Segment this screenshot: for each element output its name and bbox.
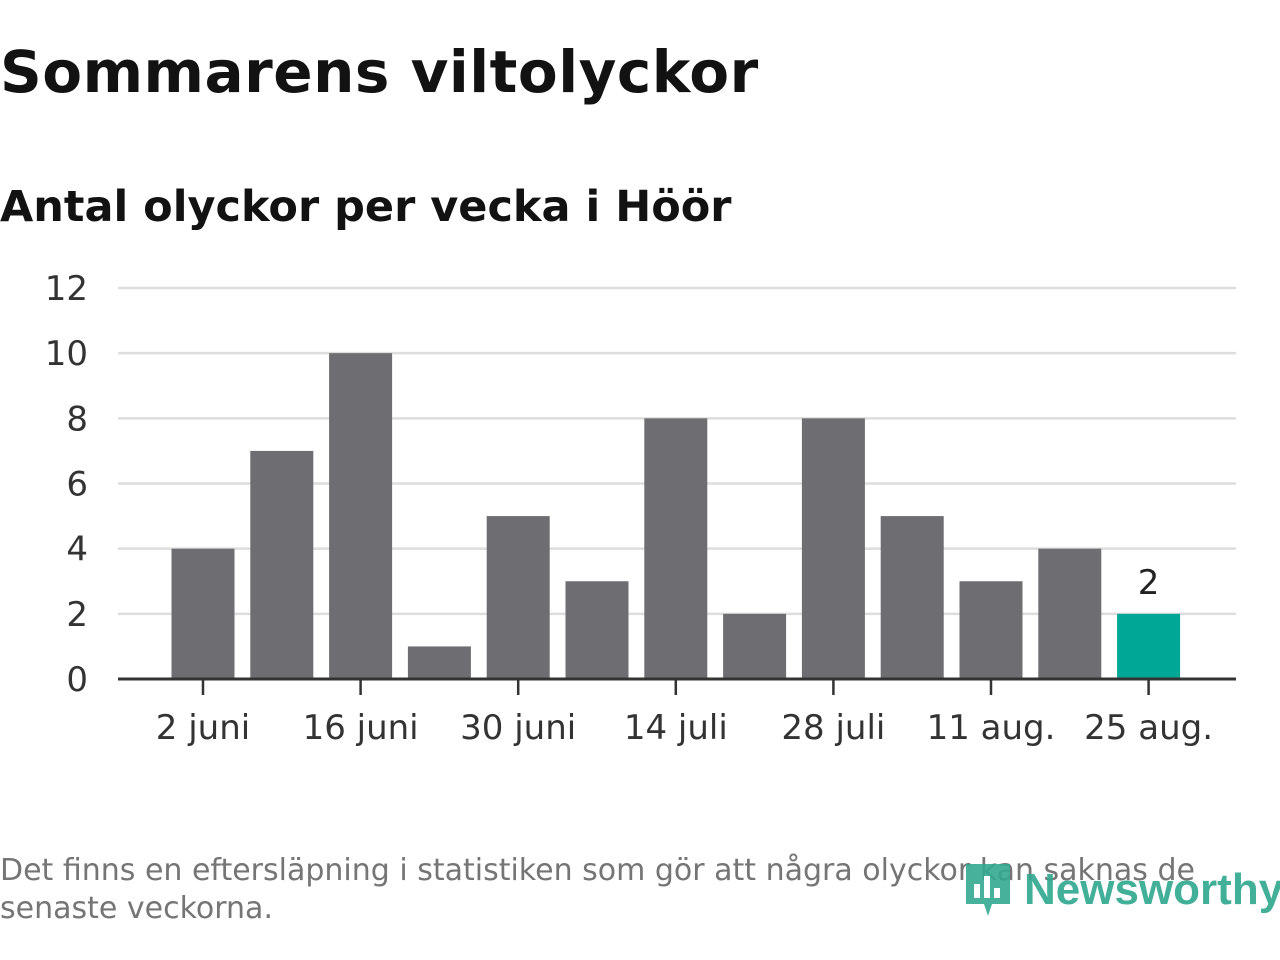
x-tick-label: 2 juni (156, 708, 250, 748)
bar (250, 450, 314, 679)
bar-chart: 0 2 4 6 8 10 12 2 juni 16 juni 30 juni 14 juli 28 j… (45, 269, 1236, 748)
chart-title: Sommarens viltolyckor (0, 38, 759, 106)
x-tick-label: 25 aug. (1084, 708, 1213, 748)
bar (486, 516, 550, 679)
bar (644, 418, 708, 679)
y-tick-label: 6 (66, 465, 88, 505)
y-tick-label: 8 (66, 399, 88, 439)
y-tick-label: 4 (66, 530, 88, 570)
y-tick-label: 12 (45, 269, 88, 309)
y-tick-label: 0 (66, 660, 88, 700)
newsworthy-logo: Newsworthy (962, 860, 1280, 920)
bar (171, 548, 235, 679)
bar (801, 418, 865, 679)
bar-highlighted (1117, 613, 1181, 679)
y-tick-label: 2 (66, 595, 88, 635)
x-tick-label: 14 juli (624, 708, 728, 748)
x-tick-label: 16 juni (303, 708, 419, 748)
chart-subtitle: Antal olyckor per vecka i Höör (0, 182, 732, 232)
bar (329, 353, 393, 679)
bar (723, 613, 787, 679)
x-tick-label: 30 juni (460, 708, 576, 748)
y-tick-label: 10 (45, 334, 88, 374)
bar (407, 646, 471, 679)
bar (1038, 548, 1102, 679)
bar (959, 581, 1023, 679)
x-tick-label: 11 aug. (927, 708, 1056, 748)
bar (880, 516, 944, 679)
data-label: 2 (1138, 563, 1160, 603)
chart-bars-icon (966, 864, 1010, 916)
bar (565, 581, 629, 679)
x-tick-label: 28 juli (781, 708, 885, 748)
logo-text: Newsworthy (1024, 865, 1280, 914)
